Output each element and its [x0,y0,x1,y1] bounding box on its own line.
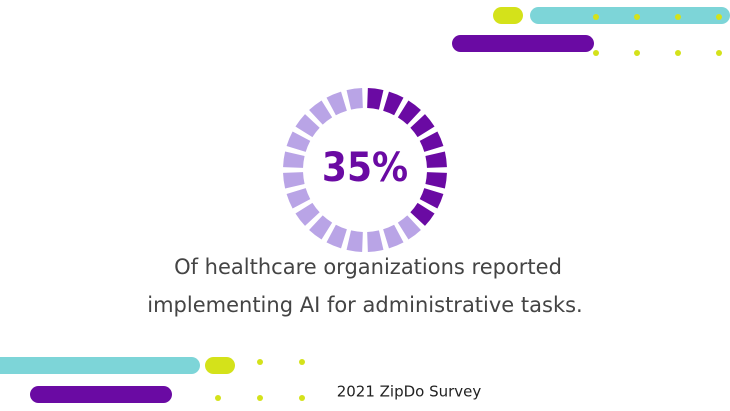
gauge-segment [383,91,404,116]
gauge-segment [286,188,311,209]
gauge-segment [383,224,404,249]
gauge-segment [309,100,333,125]
gauge-segment [286,131,311,152]
gauge-segment [295,114,320,138]
gauge-segment [309,215,333,240]
gauge-segment [367,88,384,110]
caption-line: Of healthcare organizations reported [174,255,562,279]
source: 2021 ZipDo Survey [337,383,482,401]
gauge-segment [397,215,421,240]
gauge-segment [425,172,447,189]
decoration [0,7,730,403]
gauge-segment [326,91,347,116]
gauge-segment [295,202,320,226]
gauge [283,88,447,252]
gauge-segment [419,131,444,152]
gauge-segment [346,88,363,110]
gauge-segment [419,188,444,209]
gauge-segment [410,114,435,138]
gauge-segment [346,230,363,252]
gauge-segment [410,202,435,226]
caption-line: implementing AI for administrative tasks… [147,293,582,317]
gauge-segment [283,151,305,168]
gauge-segment [283,172,305,189]
value-label: 35% [322,145,408,191]
gauge-track [283,88,421,252]
gauge-fill [367,88,447,226]
gauge-segment [425,151,447,168]
gauge-segment [367,230,384,252]
gauge-segment [397,100,421,125]
gauge-segment [326,224,347,249]
